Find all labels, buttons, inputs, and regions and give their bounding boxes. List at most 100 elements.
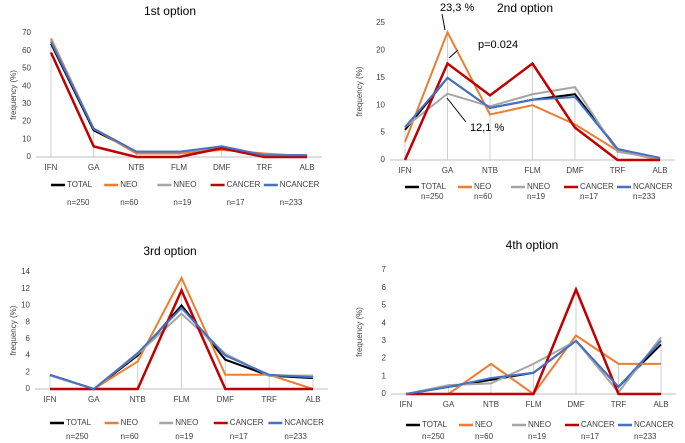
y-tick-label: 10 xyxy=(376,100,385,109)
x-tick-label: IFN xyxy=(399,166,412,175)
x-tick-label: DMF xyxy=(213,163,230,172)
y-tick-label: 6 xyxy=(26,334,31,343)
sample-size: n=250 xyxy=(66,432,89,441)
legend-label: NCANCER xyxy=(633,182,673,191)
chart-title: 1st option xyxy=(144,4,196,18)
sample-size: n=17 xyxy=(227,198,246,207)
x-tick-label: NTB xyxy=(482,166,498,175)
y-tick-label: 10 xyxy=(22,134,31,143)
series-line xyxy=(404,86,661,160)
series-line xyxy=(404,76,661,159)
sample-size: n=19 xyxy=(175,432,194,441)
series-line xyxy=(405,339,662,395)
y-axis-label: frequency (%) xyxy=(9,305,18,355)
annotation: p=0.024 xyxy=(478,39,518,51)
y-tick-label: 4 xyxy=(382,318,387,327)
y-tick-label: 6 xyxy=(382,283,387,292)
legend-label: NEO xyxy=(474,182,491,191)
y-tick-label: 2 xyxy=(382,354,387,363)
x-tick-label: ALB xyxy=(653,400,668,409)
sample-size: n=17 xyxy=(230,432,249,441)
y-axis-label: frequency (%) xyxy=(355,307,364,357)
series-line xyxy=(49,306,314,391)
legend-label: CANCER xyxy=(227,180,261,189)
y-tick-label: 20 xyxy=(22,117,31,126)
x-tick-label: FLM xyxy=(174,395,190,404)
legend-label: CANCER xyxy=(230,418,264,427)
sample-size: n=250 xyxy=(422,432,445,441)
chart-title: 2nd option xyxy=(497,1,553,15)
x-tick-label: NTB xyxy=(483,400,499,409)
legend-label: TOTAL xyxy=(66,418,92,427)
sample-size: n=19 xyxy=(527,192,546,201)
x-tick-label: IFN xyxy=(44,395,57,404)
legend-label: TOTAL xyxy=(421,182,447,191)
series-line xyxy=(50,41,307,157)
sample-size: n=250 xyxy=(67,198,90,207)
legend-label: NNEO xyxy=(175,418,198,427)
y-tick-label: 0 xyxy=(26,384,31,393)
y-axis-label: frequency (%) xyxy=(9,70,18,120)
x-tick-label: FLM xyxy=(525,166,541,175)
annotation: 12,1 % xyxy=(470,122,504,134)
annotation: 23,3 % xyxy=(440,2,474,14)
x-tick-label: IFN xyxy=(400,400,413,409)
sample-size: n=233 xyxy=(634,432,657,441)
sample-size: n=60 xyxy=(474,192,493,201)
y-tick-label: 5 xyxy=(382,301,387,310)
series-line xyxy=(403,61,660,162)
x-tick-label: FLM xyxy=(171,163,187,172)
x-tick-label: ALB xyxy=(299,163,314,172)
y-tick-label: 50 xyxy=(22,64,31,73)
y-tick-label: 20 xyxy=(376,46,385,55)
x-tick-label: GA xyxy=(88,163,100,172)
y-tick-label: 25 xyxy=(376,18,385,27)
y-axis-label: frequency (%) xyxy=(355,66,364,116)
chart-title: 4th option xyxy=(506,238,559,252)
chart-title: 3rd option xyxy=(143,244,196,258)
y-tick-label: 10 xyxy=(21,301,30,310)
x-tick-label: TRF xyxy=(261,395,277,404)
legend-label: TOTAL xyxy=(67,180,93,189)
sample-size: n=250 xyxy=(421,192,444,201)
x-tick-label: DMF xyxy=(566,166,583,175)
y-tick-label: 40 xyxy=(22,81,31,90)
legend-label: CANCER xyxy=(580,182,614,191)
sample-size: n=19 xyxy=(528,432,547,441)
legend-label: NNEO xyxy=(173,180,196,189)
sample-size: n=233 xyxy=(280,198,303,207)
y-tick-label: 5 xyxy=(381,128,386,137)
x-tick-label: GA xyxy=(442,166,454,175)
x-tick-label: TRF xyxy=(610,166,626,175)
y-tick-label: 30 xyxy=(22,99,31,108)
sample-size: n=17 xyxy=(581,432,600,441)
y-tick-label: 2 xyxy=(26,367,31,376)
x-tick-label: NTB xyxy=(130,395,146,404)
sample-size: n=233 xyxy=(284,432,307,441)
annotation-arrow xyxy=(441,13,446,31)
series-line xyxy=(406,286,661,396)
x-tick-label: GA xyxy=(443,400,455,409)
legend-label: CANCER xyxy=(581,420,615,429)
legend-label: NEO xyxy=(120,180,137,189)
y-tick-label: 70 xyxy=(22,28,31,37)
x-tick-label: NTB xyxy=(128,163,144,172)
legend-label: NNEO xyxy=(528,420,551,429)
legend-label: TOTAL xyxy=(422,420,448,429)
x-tick-label: ALB xyxy=(652,166,667,175)
y-tick-label: 12 xyxy=(21,284,30,293)
y-tick-label: 0 xyxy=(382,389,387,398)
x-tick-label: DMF xyxy=(567,400,584,409)
y-tick-label: 14 xyxy=(21,267,30,276)
y-tick-label: 3 xyxy=(382,336,387,345)
x-tick-label: DMF xyxy=(217,395,234,404)
x-tick-label: ALB xyxy=(305,395,320,404)
legend-label: NEO xyxy=(121,418,138,427)
y-tick-label: 0 xyxy=(27,152,32,161)
y-tick-label: 15 xyxy=(376,73,385,82)
series-line xyxy=(49,51,307,159)
legend-label: NCANCER xyxy=(280,180,320,189)
sample-size: n=60 xyxy=(475,432,494,441)
legend-label: NCANCER xyxy=(634,420,674,429)
